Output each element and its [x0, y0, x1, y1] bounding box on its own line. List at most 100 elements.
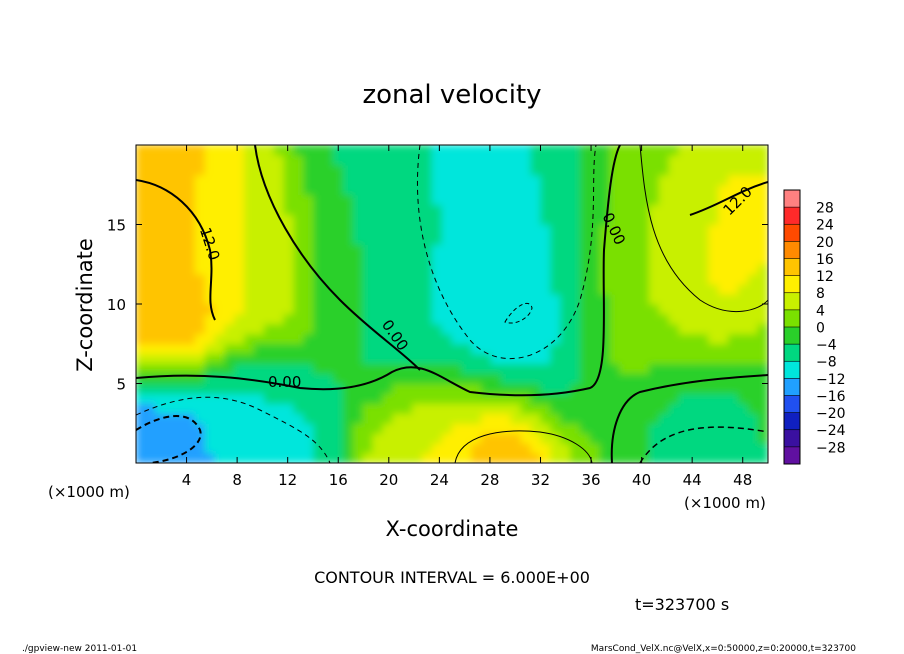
- field-cell: [728, 303, 739, 315]
- field-cell: [639, 164, 650, 176]
- field-cell: [155, 253, 167, 265]
- field-cell: [579, 293, 591, 305]
- field-cell: [461, 452, 473, 463]
- field-cell: [451, 283, 463, 295]
- field-cell: [530, 293, 542, 305]
- field-cell: [589, 422, 601, 434]
- field-cell: [136, 422, 147, 434]
- field-cell: [283, 154, 295, 166]
- field-cell: [263, 243, 275, 255]
- field-cell: [323, 233, 334, 245]
- field-cell: [204, 164, 216, 176]
- field-cell: [579, 402, 591, 414]
- field-cell: [510, 343, 522, 355]
- field-cell: [451, 303, 463, 315]
- field-cell: [451, 442, 463, 454]
- colorbar-tick-label: −24: [816, 423, 846, 439]
- field-cell: [619, 452, 631, 463]
- field-cell: [184, 452, 196, 463]
- field-cell: [619, 204, 631, 216]
- field-cell: [668, 243, 680, 255]
- field-cell: [737, 373, 749, 384]
- field-cell: [362, 392, 374, 404]
- field-cell: [500, 224, 512, 235]
- field-cell: [412, 422, 423, 434]
- field-cell: [451, 412, 463, 424]
- field-cell: [579, 442, 591, 454]
- field-cell: [372, 194, 384, 206]
- field-cell: [708, 452, 720, 463]
- field-cell: [540, 243, 552, 255]
- field-cell: [342, 412, 354, 424]
- field-cell: [471, 263, 483, 275]
- field-cell: [520, 224, 532, 235]
- field-cell: [342, 184, 354, 196]
- field-cell: [500, 412, 512, 424]
- field-cell: [757, 343, 768, 355]
- field-cell: [698, 154, 710, 166]
- field-cell: [530, 373, 542, 384]
- field-cell: [145, 145, 157, 156]
- field-cell: [333, 184, 344, 196]
- colorbar-swatch: [784, 292, 800, 311]
- x-tick-label: 44: [683, 471, 702, 489]
- field-cell: [441, 432, 453, 444]
- field-cell: [639, 283, 650, 295]
- colorbar-swatch: [784, 224, 800, 242]
- field-cell: [293, 233, 305, 245]
- field-cell: [333, 263, 344, 275]
- field-cell: [570, 233, 581, 245]
- field-cell: [471, 422, 483, 434]
- field-cell: [668, 273, 680, 285]
- field-cell: [136, 263, 147, 275]
- field-cell: [165, 392, 176, 404]
- field-cell: [639, 303, 650, 315]
- field-cell: [718, 333, 729, 345]
- field-cell: [273, 253, 285, 265]
- field-cell: [599, 323, 611, 335]
- field-cell: [500, 353, 512, 365]
- field-cell: [718, 383, 729, 394]
- field-cell: [757, 253, 768, 265]
- field-cell: [165, 343, 176, 355]
- field-cell: [333, 323, 344, 335]
- field-cell: [560, 392, 571, 404]
- field-cell: [550, 402, 562, 414]
- field-cell: [698, 343, 710, 355]
- field-cell: [234, 293, 246, 305]
- field-cell: [461, 303, 473, 315]
- field-cell: [737, 224, 749, 235]
- field-cell: [708, 233, 720, 245]
- field-cell: [224, 214, 236, 225]
- field-cell: [382, 253, 394, 265]
- field-cell: [342, 194, 354, 206]
- field-cell: [263, 353, 275, 365]
- field-cell: [184, 343, 196, 355]
- field-cell: [145, 343, 157, 355]
- field-cell: [500, 243, 512, 255]
- field-cell: [718, 452, 729, 463]
- field-cell: [303, 432, 315, 444]
- field-cell: [293, 293, 305, 305]
- field-cell: [184, 194, 196, 206]
- field-cell: [639, 383, 650, 394]
- field-cell: [708, 383, 720, 394]
- field-cell: [352, 452, 364, 463]
- field-cell: [333, 333, 344, 345]
- field-cell: [757, 224, 768, 235]
- field-cell: [579, 313, 591, 325]
- field-cell: [540, 283, 552, 295]
- field-cell: [510, 452, 522, 463]
- field-cell: [530, 363, 542, 375]
- field-cell: [639, 214, 650, 225]
- field-cell: [402, 184, 413, 196]
- field-cell: [382, 353, 394, 365]
- field-cell: [747, 194, 759, 206]
- field-cell: [570, 412, 581, 424]
- field-cell: [254, 145, 265, 156]
- field-cell: [155, 154, 167, 166]
- field-cell: [747, 224, 759, 235]
- field-cell: [570, 432, 581, 444]
- field-cell: [639, 263, 650, 275]
- field-cell: [599, 263, 611, 275]
